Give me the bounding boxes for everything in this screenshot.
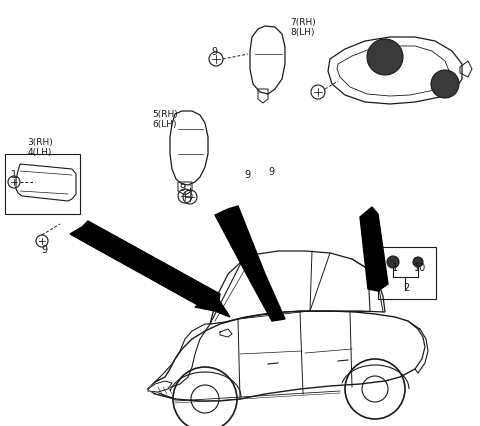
- Text: 10: 10: [414, 262, 426, 272]
- Polygon shape: [415, 329, 428, 373]
- Text: 9: 9: [244, 170, 250, 180]
- Text: 9: 9: [268, 167, 274, 177]
- Text: 9: 9: [179, 183, 185, 193]
- Polygon shape: [215, 207, 285, 321]
- Text: 9: 9: [211, 47, 217, 57]
- Circle shape: [367, 40, 403, 76]
- Polygon shape: [220, 329, 232, 337]
- Polygon shape: [360, 207, 388, 291]
- Circle shape: [413, 257, 423, 268]
- Circle shape: [387, 256, 399, 268]
- Text: 5(RH)
6(LH): 5(RH) 6(LH): [152, 110, 178, 129]
- Text: 7(RH)
8(LH): 7(RH) 8(LH): [290, 18, 316, 37]
- Bar: [5, 155, 80, 215]
- Text: 3(RH)
4(LH): 3(RH) 4(LH): [27, 138, 53, 157]
- Text: 9: 9: [41, 245, 47, 254]
- Polygon shape: [148, 381, 172, 392]
- Text: 2: 2: [403, 282, 409, 292]
- Circle shape: [431, 71, 459, 99]
- Text: 1: 1: [392, 262, 398, 272]
- Text: 1: 1: [11, 170, 17, 180]
- Polygon shape: [195, 294, 230, 317]
- Polygon shape: [70, 222, 220, 309]
- Bar: [378, 248, 436, 299]
